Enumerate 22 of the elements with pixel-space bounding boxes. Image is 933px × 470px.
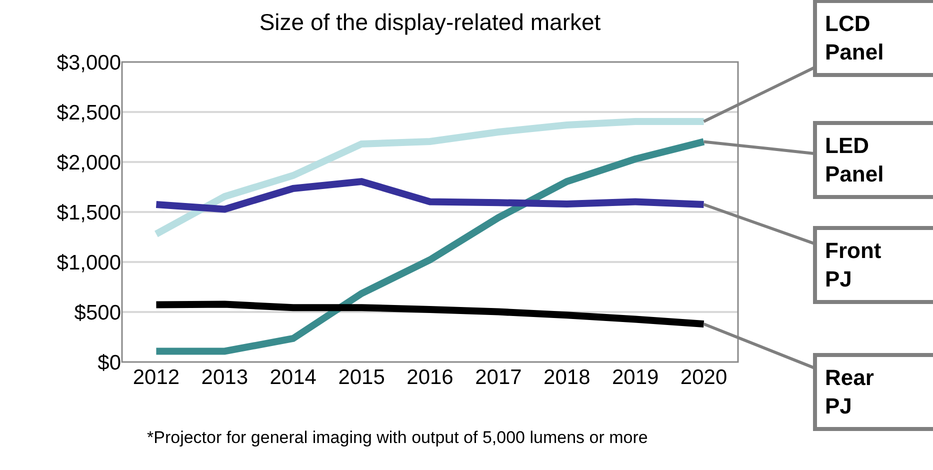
text: Rear PJ <box>825 365 874 419</box>
x-tick-label: 2018 <box>544 366 590 389</box>
y-tick-label: $1,500 <box>56 201 121 224</box>
x-tick-label: 2014 <box>270 366 317 389</box>
text: LED Panel <box>825 133 884 187</box>
text: Front PJ <box>825 238 882 292</box>
chart-title: Size of the display-related market <box>259 9 602 36</box>
x-tick-label: 2012 <box>132 366 180 389</box>
y-tick-label: $3,000 <box>56 51 121 74</box>
x-tick-label: 2016 <box>406 366 454 389</box>
y-tick-label: $0 <box>98 351 121 374</box>
x-tick-label: 2020 <box>680 366 728 389</box>
x-tick-label: 2013 <box>201 366 248 389</box>
text: *Projector for general imaging with output of 5,000 lumens or more <box>147 428 648 447</box>
y-tick-label: $1,000 <box>56 251 121 274</box>
x-tick-label: 2015 <box>338 366 385 389</box>
text: LCD Panel <box>825 11 884 65</box>
x-tick-label: 2019 <box>612 366 659 389</box>
y-tick-label: $500 <box>74 301 121 324</box>
x-tick-label: 2017 <box>475 366 522 389</box>
y-tick-label: $2,500 <box>56 101 121 124</box>
y-tick-label: $2,000 <box>56 151 121 174</box>
